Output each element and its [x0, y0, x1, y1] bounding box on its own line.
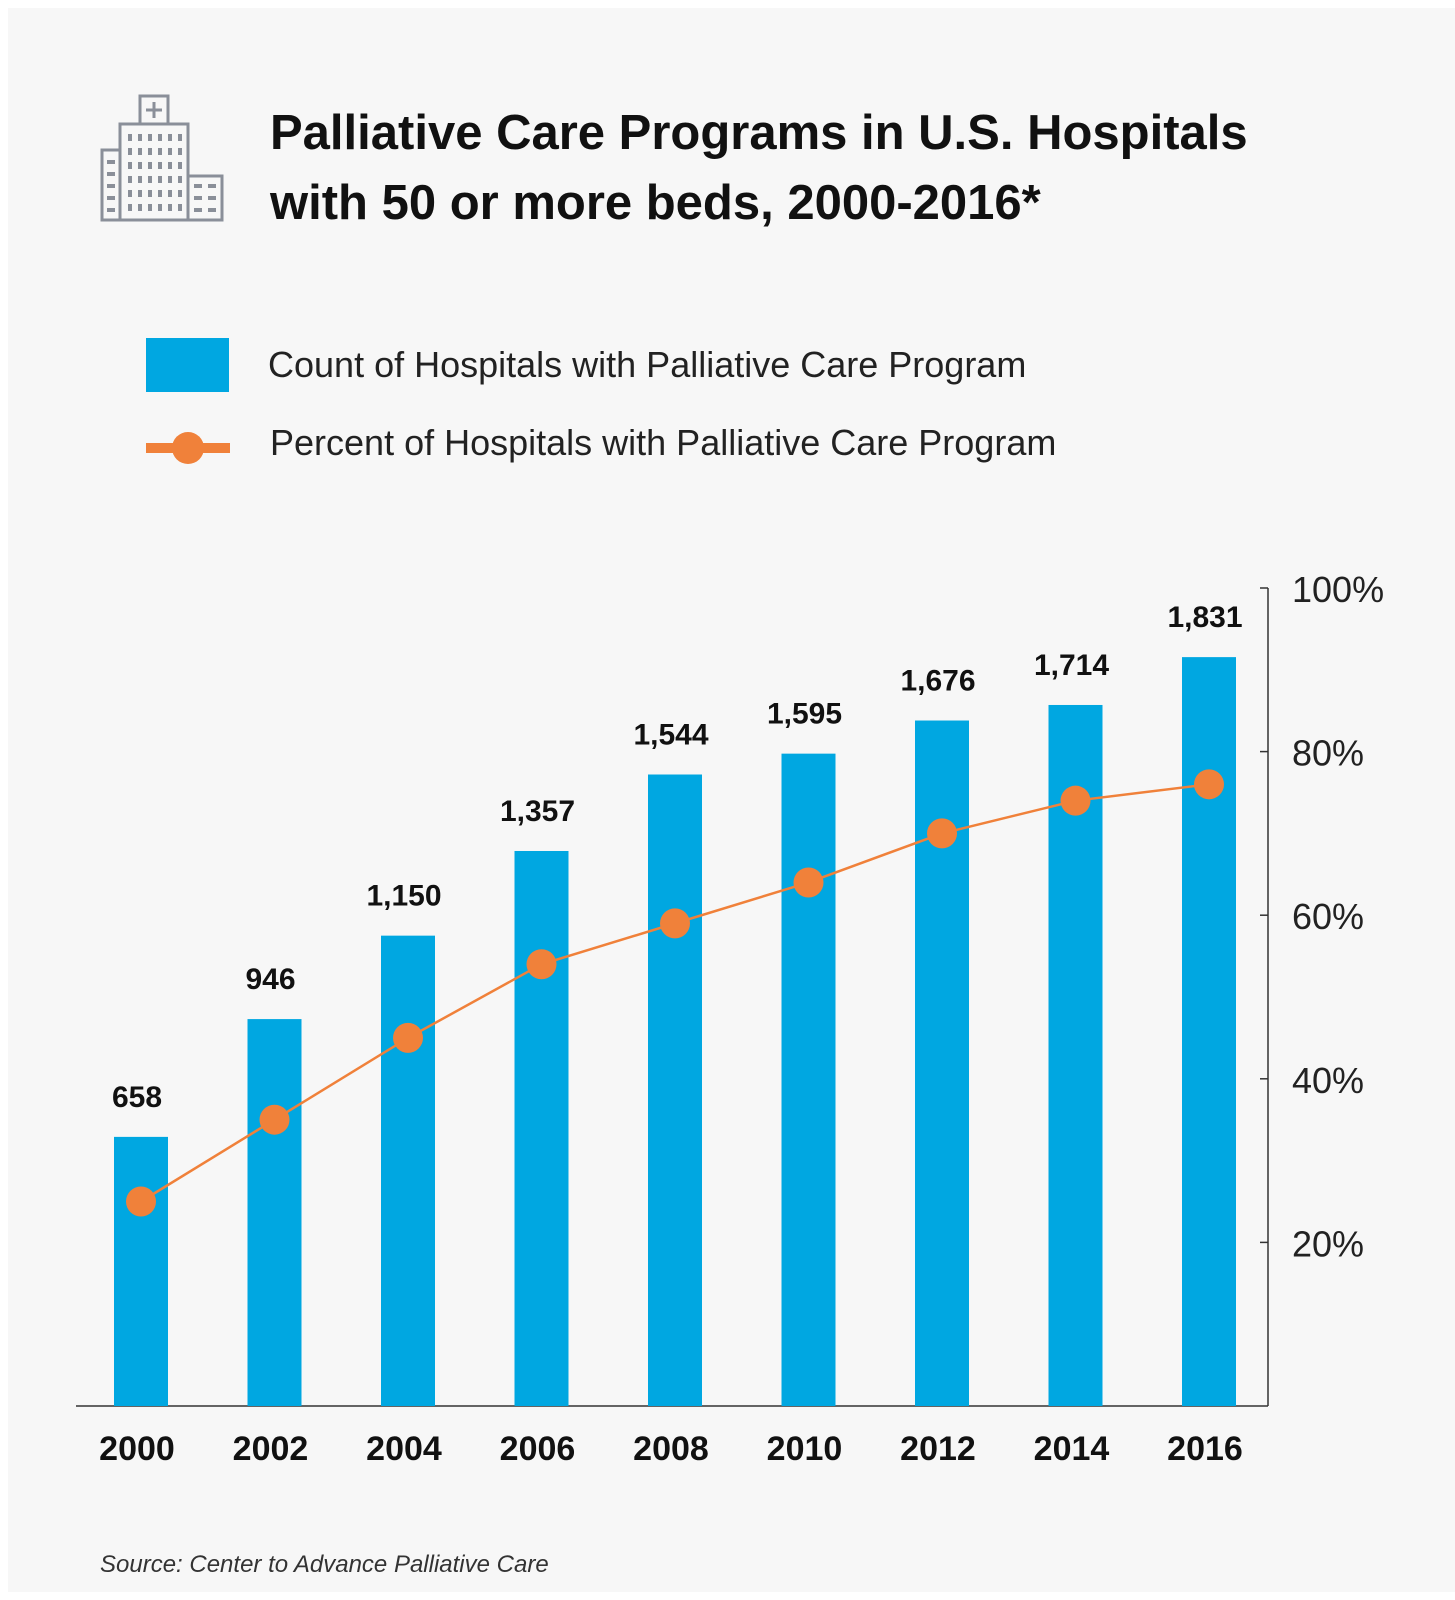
bar — [514, 850, 569, 1406]
percent-point — [259, 1104, 290, 1135]
x-tick-label: 2004 — [366, 1430, 442, 1468]
y-tick-label: 40% — [1292, 1060, 1364, 1101]
percent-point — [393, 1022, 423, 1053]
legend-label-count: Count of Hospitals with Palliative Care … — [268, 344, 1027, 385]
bar — [781, 753, 836, 1406]
percent-point — [660, 908, 690, 939]
source-note: Source: Center to Advance Palliative Car… — [100, 1551, 549, 1578]
bar — [1048, 704, 1103, 1406]
bar — [381, 935, 435, 1406]
y-tick-label: 60% — [1292, 896, 1364, 937]
legend-swatch-bar — [146, 338, 229, 392]
bar — [114, 1136, 168, 1406]
x-tick-label: 2016 — [1167, 1430, 1243, 1468]
bar-value-label: 658 — [112, 1081, 162, 1114]
percent-point — [1060, 785, 1091, 816]
bar — [648, 774, 702, 1406]
percent-point — [793, 867, 824, 898]
x-tick-label: 2000 — [99, 1430, 175, 1468]
y-tick-label: 80% — [1292, 733, 1364, 774]
y-tick-label: 100% — [1292, 569, 1384, 610]
percent-point — [526, 949, 557, 980]
legend-swatch-line — [146, 432, 230, 464]
chart-title: Palliative Care Programs in U.S. Hospita… — [270, 98, 1420, 238]
legend-label-percent: Percent of Hospitals with Palliative Car… — [270, 422, 1057, 463]
percent-point — [1194, 769, 1224, 800]
bar — [247, 1019, 302, 1406]
bar-value-label: 1,595 — [767, 698, 842, 731]
percent-point — [927, 818, 957, 849]
x-tick-label: 2010 — [767, 1430, 843, 1468]
hospital-building-icon — [100, 94, 224, 222]
bar-value-label: 1,676 — [900, 665, 975, 698]
chart-title-line-1: Palliative Care Programs in U.S. Hospita… — [270, 106, 1248, 160]
bar-value-label: 1,150 — [366, 880, 441, 913]
percent-point — [126, 1186, 156, 1217]
bar-value-label: 1,714 — [1034, 649, 1109, 682]
x-tick-label: 2012 — [900, 1430, 976, 1468]
x-tick-label: 2006 — [500, 1430, 576, 1468]
chart-title-line-2: with 50 or more beds, 2000-2016* — [270, 176, 1041, 230]
bar-value-label: 1,357 — [500, 795, 575, 828]
x-tick-label: 2008 — [633, 1430, 709, 1468]
x-tick-label: 2002 — [233, 1430, 309, 1468]
bar-value-label: 1,544 — [633, 719, 708, 752]
x-tick-label: 2014 — [1034, 1430, 1110, 1468]
bar-value-label: 946 — [245, 963, 295, 996]
y-tick-label: 20% — [1292, 1223, 1364, 1264]
bar-value-label: 1,831 — [1167, 601, 1242, 634]
